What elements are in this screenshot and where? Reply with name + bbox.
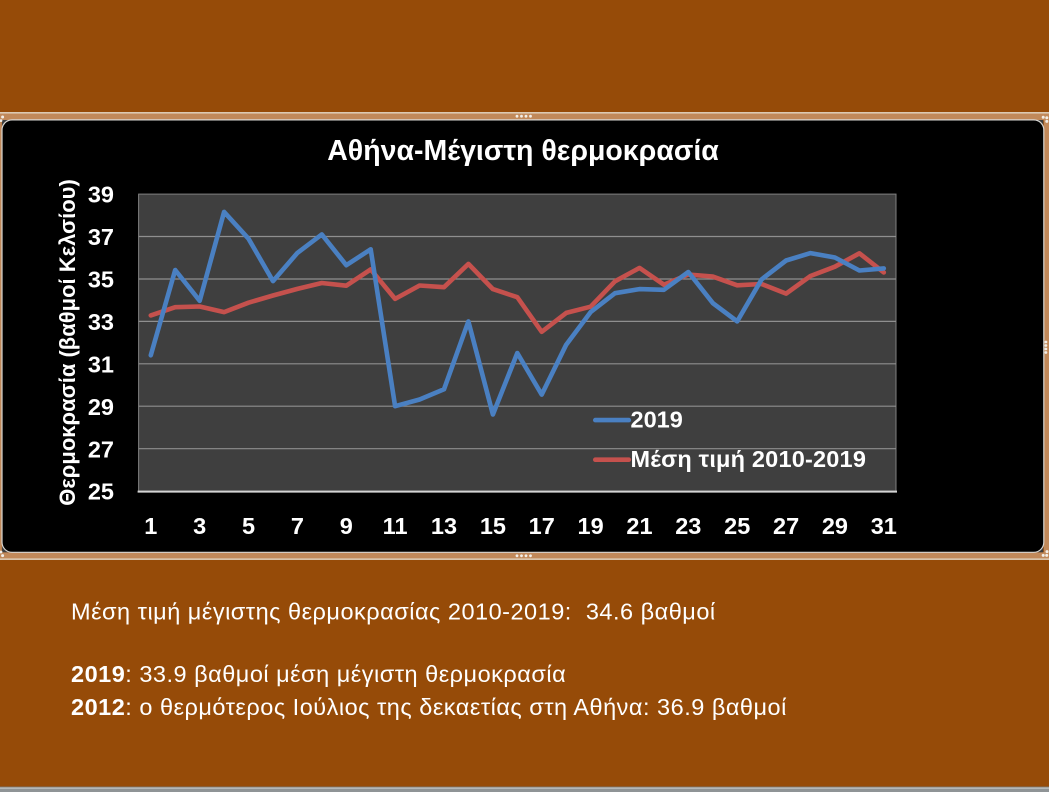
svg-text:19: 19 (578, 513, 604, 539)
svg-text:1: 1 (144, 513, 157, 539)
svg-text:37: 37 (88, 224, 114, 250)
svg-text:39: 39 (88, 182, 114, 208)
svg-text:11: 11 (383, 513, 408, 539)
svg-text:3: 3 (193, 513, 206, 539)
svg-text:31: 31 (871, 513, 897, 539)
svg-text:2019: 33.9 βαθμοί μέση μέγιστη: 2019: 33.9 βαθμοί μέση μέγιστη θερμοκρασ… (71, 661, 566, 687)
svg-text:2012: ο θερμότερος Ιούλιος της: 2012: ο θερμότερος Ιούλιος της δεκαετίας… (71, 694, 787, 720)
svg-text:5: 5 (242, 513, 255, 539)
svg-text:9: 9 (340, 513, 353, 539)
svg-text:Αθήνα-Μέγιστη θερμοκρασία: Αθήνα-Μέγιστη θερμοκρασία (327, 135, 719, 167)
svg-text:13: 13 (431, 513, 457, 539)
svg-text:35: 35 (88, 267, 114, 293)
svg-text:31: 31 (88, 351, 114, 377)
svg-text:23: 23 (675, 513, 701, 539)
svg-text:29: 29 (822, 513, 848, 539)
svg-text:17: 17 (529, 513, 555, 539)
svg-text:Θερμοκρασία (βαθμοί Κελσίου): Θερμοκρασία (βαθμοί Κελσίου) (55, 179, 80, 506)
svg-text:Μέση τιμή 2010-2019: Μέση τιμή 2010-2019 (631, 446, 867, 472)
svg-text:33: 33 (88, 309, 114, 335)
svg-text:7: 7 (291, 513, 304, 539)
svg-text:2019: 2019 (631, 407, 683, 433)
svg-text:27: 27 (773, 513, 799, 539)
svg-text:25: 25 (724, 513, 750, 539)
svg-text:Μέση τιμή μέγιστης θερμοκρασία: Μέση τιμή μέγιστης θερμοκρασίας 2010-201… (71, 599, 716, 625)
svg-text:15: 15 (480, 513, 506, 539)
svg-text:29: 29 (88, 394, 114, 420)
svg-text:21: 21 (626, 513, 652, 539)
svg-text:27: 27 (88, 436, 114, 462)
svg-text:25: 25 (88, 479, 114, 505)
